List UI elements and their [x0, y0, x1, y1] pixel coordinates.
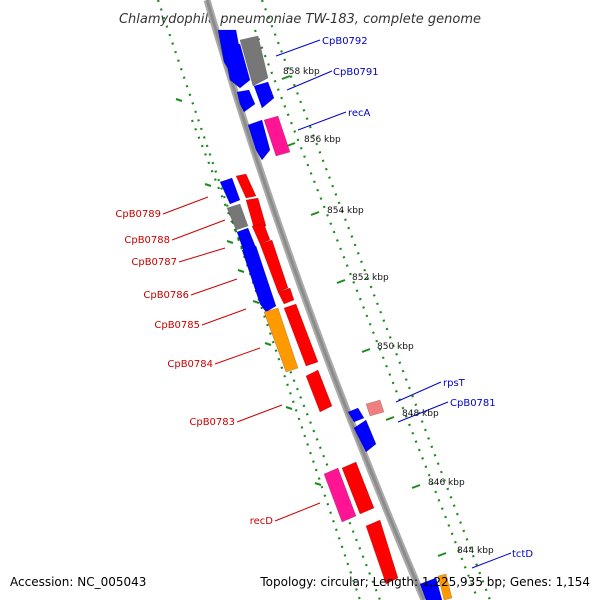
gene-recd — [323, 467, 357, 523]
backbone-inner — [205, 0, 426, 600]
forward-leader-line — [395, 381, 442, 403]
gene-label-cpb0785: CpB0785 — [154, 320, 200, 331]
gene-cpb0786 — [241, 245, 277, 313]
gene-gray-1 — [239, 35, 269, 87]
scale-ticks — [156, 0, 492, 600]
gene-label-cpb0788: CpB0788 — [124, 235, 170, 246]
forward-leader-line — [397, 401, 449, 423]
major-tick — [237, 269, 245, 273]
accession-text: Accession: NC_005043 — [10, 575, 146, 589]
gene-label-reca: recA — [348, 108, 371, 119]
major-tick — [437, 552, 447, 557]
gene-label-cpb0781: CpB0781 — [450, 398, 496, 409]
major-tick — [175, 98, 183, 102]
gene-reca — [247, 119, 271, 161]
gene-label-cpb0783: CpB0783 — [189, 417, 235, 428]
major-tick — [285, 406, 293, 410]
gene-red-1 — [235, 173, 257, 199]
gene-cpb0791-b — [253, 81, 275, 109]
scale-label-850: 850 kbp — [377, 342, 414, 352]
gene-label-tctd: tctD — [512, 549, 533, 560]
forward-gene-labels: CpB0792 CpB0791 recA rpsT CpB0781 tctD — [322, 36, 533, 560]
gene-red-5 — [277, 287, 295, 305]
scale-label-848: 848 kbp — [402, 409, 439, 419]
reverse-leader-line — [162, 196, 209, 215]
major-tick — [226, 240, 234, 244]
gene-cpb0789 — [219, 177, 241, 205]
gene-tctd — [419, 577, 443, 600]
scale-label-856: 856 kbp — [304, 135, 341, 145]
major-tick — [264, 342, 272, 346]
label-leaders — [162, 39, 512, 569]
gene-cpb0791-a — [236, 89, 256, 113]
backbone-outer — [203, 0, 428, 600]
gene-label-rpst: rpsT — [443, 378, 466, 389]
gene-cpb0781 — [353, 419, 377, 453]
forward-leader-line — [286, 70, 333, 91]
gene-cpb0784 — [283, 303, 319, 367]
major-tick — [310, 211, 320, 216]
gene-label-cpb0789: CpB0789 — [115, 209, 161, 220]
gene-red-4 — [259, 239, 289, 293]
reverse-leader-line — [214, 347, 261, 365]
reverse-leader-line — [274, 502, 321, 522]
map-title: Chlamydophila pneumoniae TW-183, complet… — [119, 12, 481, 27]
gene-cpb0788 — [226, 203, 249, 231]
gene-label-cpb0784: CpB0784 — [167, 359, 213, 370]
major-tick — [385, 416, 395, 421]
topology-text: Topology: circular; Length: 1,225,935 bp… — [259, 575, 590, 589]
major-tick — [314, 482, 322, 486]
gene-red-6 — [341, 461, 375, 515]
forward-leader-line — [275, 39, 321, 57]
right-outer-tick-track — [260, 0, 492, 600]
gene-rpst — [347, 407, 365, 423]
reverse-leader-line — [236, 404, 283, 423]
reverse-gene-labels: CpB0789 CpB0788 CpB0787 CpB0786 CpB0785 … — [115, 209, 273, 527]
reverse-leader-line — [201, 308, 247, 326]
major-tick — [252, 300, 260, 304]
major-tick — [204, 183, 212, 187]
major-tick — [411, 484, 421, 489]
gene-red-3 — [251, 223, 271, 245]
gene-label-cpb0792: CpB0792 — [322, 36, 368, 47]
gene-label-cpb0791: CpB0791 — [333, 67, 379, 78]
gene-pink-1 — [365, 399, 385, 417]
scale-label-858: 858 kbp — [283, 67, 320, 77]
forward-leader-line — [471, 552, 512, 569]
scale-label-852: 852 kbp — [352, 273, 389, 283]
genome-backbone — [203, 0, 428, 600]
gene-label-recd: recD — [250, 516, 274, 527]
scale-label-854: 854 kbp — [327, 206, 364, 216]
scale-label-844: 844 kbp — [457, 546, 494, 556]
gene-magenta-1 — [263, 115, 291, 157]
gene-features — [217, 29, 453, 600]
forward-leader-line — [297, 111, 347, 131]
gene-cpb0785 — [263, 307, 299, 373]
scale-label-846: 846 kbp — [428, 478, 465, 488]
gene-label-cpb0787: CpB0787 — [131, 257, 177, 268]
gene-red-2 — [245, 197, 267, 229]
gene-cpb0783 — [305, 369, 333, 413]
scale-labels: 858 kbp 856 kbp 854 kbp 852 kbp 850 kbp … — [283, 67, 494, 556]
major-tick — [281, 75, 291, 80]
right-inner-tick-track — [253, 29, 480, 600]
reverse-leader-line — [171, 219, 226, 241]
major-tick — [361, 348, 371, 353]
major-tick — [336, 279, 346, 284]
reverse-leader-line — [190, 278, 238, 296]
reverse-leader-line — [178, 247, 226, 263]
gene-red-7 — [365, 519, 399, 585]
gene-cpb0792-b — [223, 43, 251, 89]
gene-label-cpb0786: CpB0786 — [143, 290, 189, 301]
major-tick — [286, 142, 296, 147]
gene-orange-2 — [437, 573, 453, 600]
